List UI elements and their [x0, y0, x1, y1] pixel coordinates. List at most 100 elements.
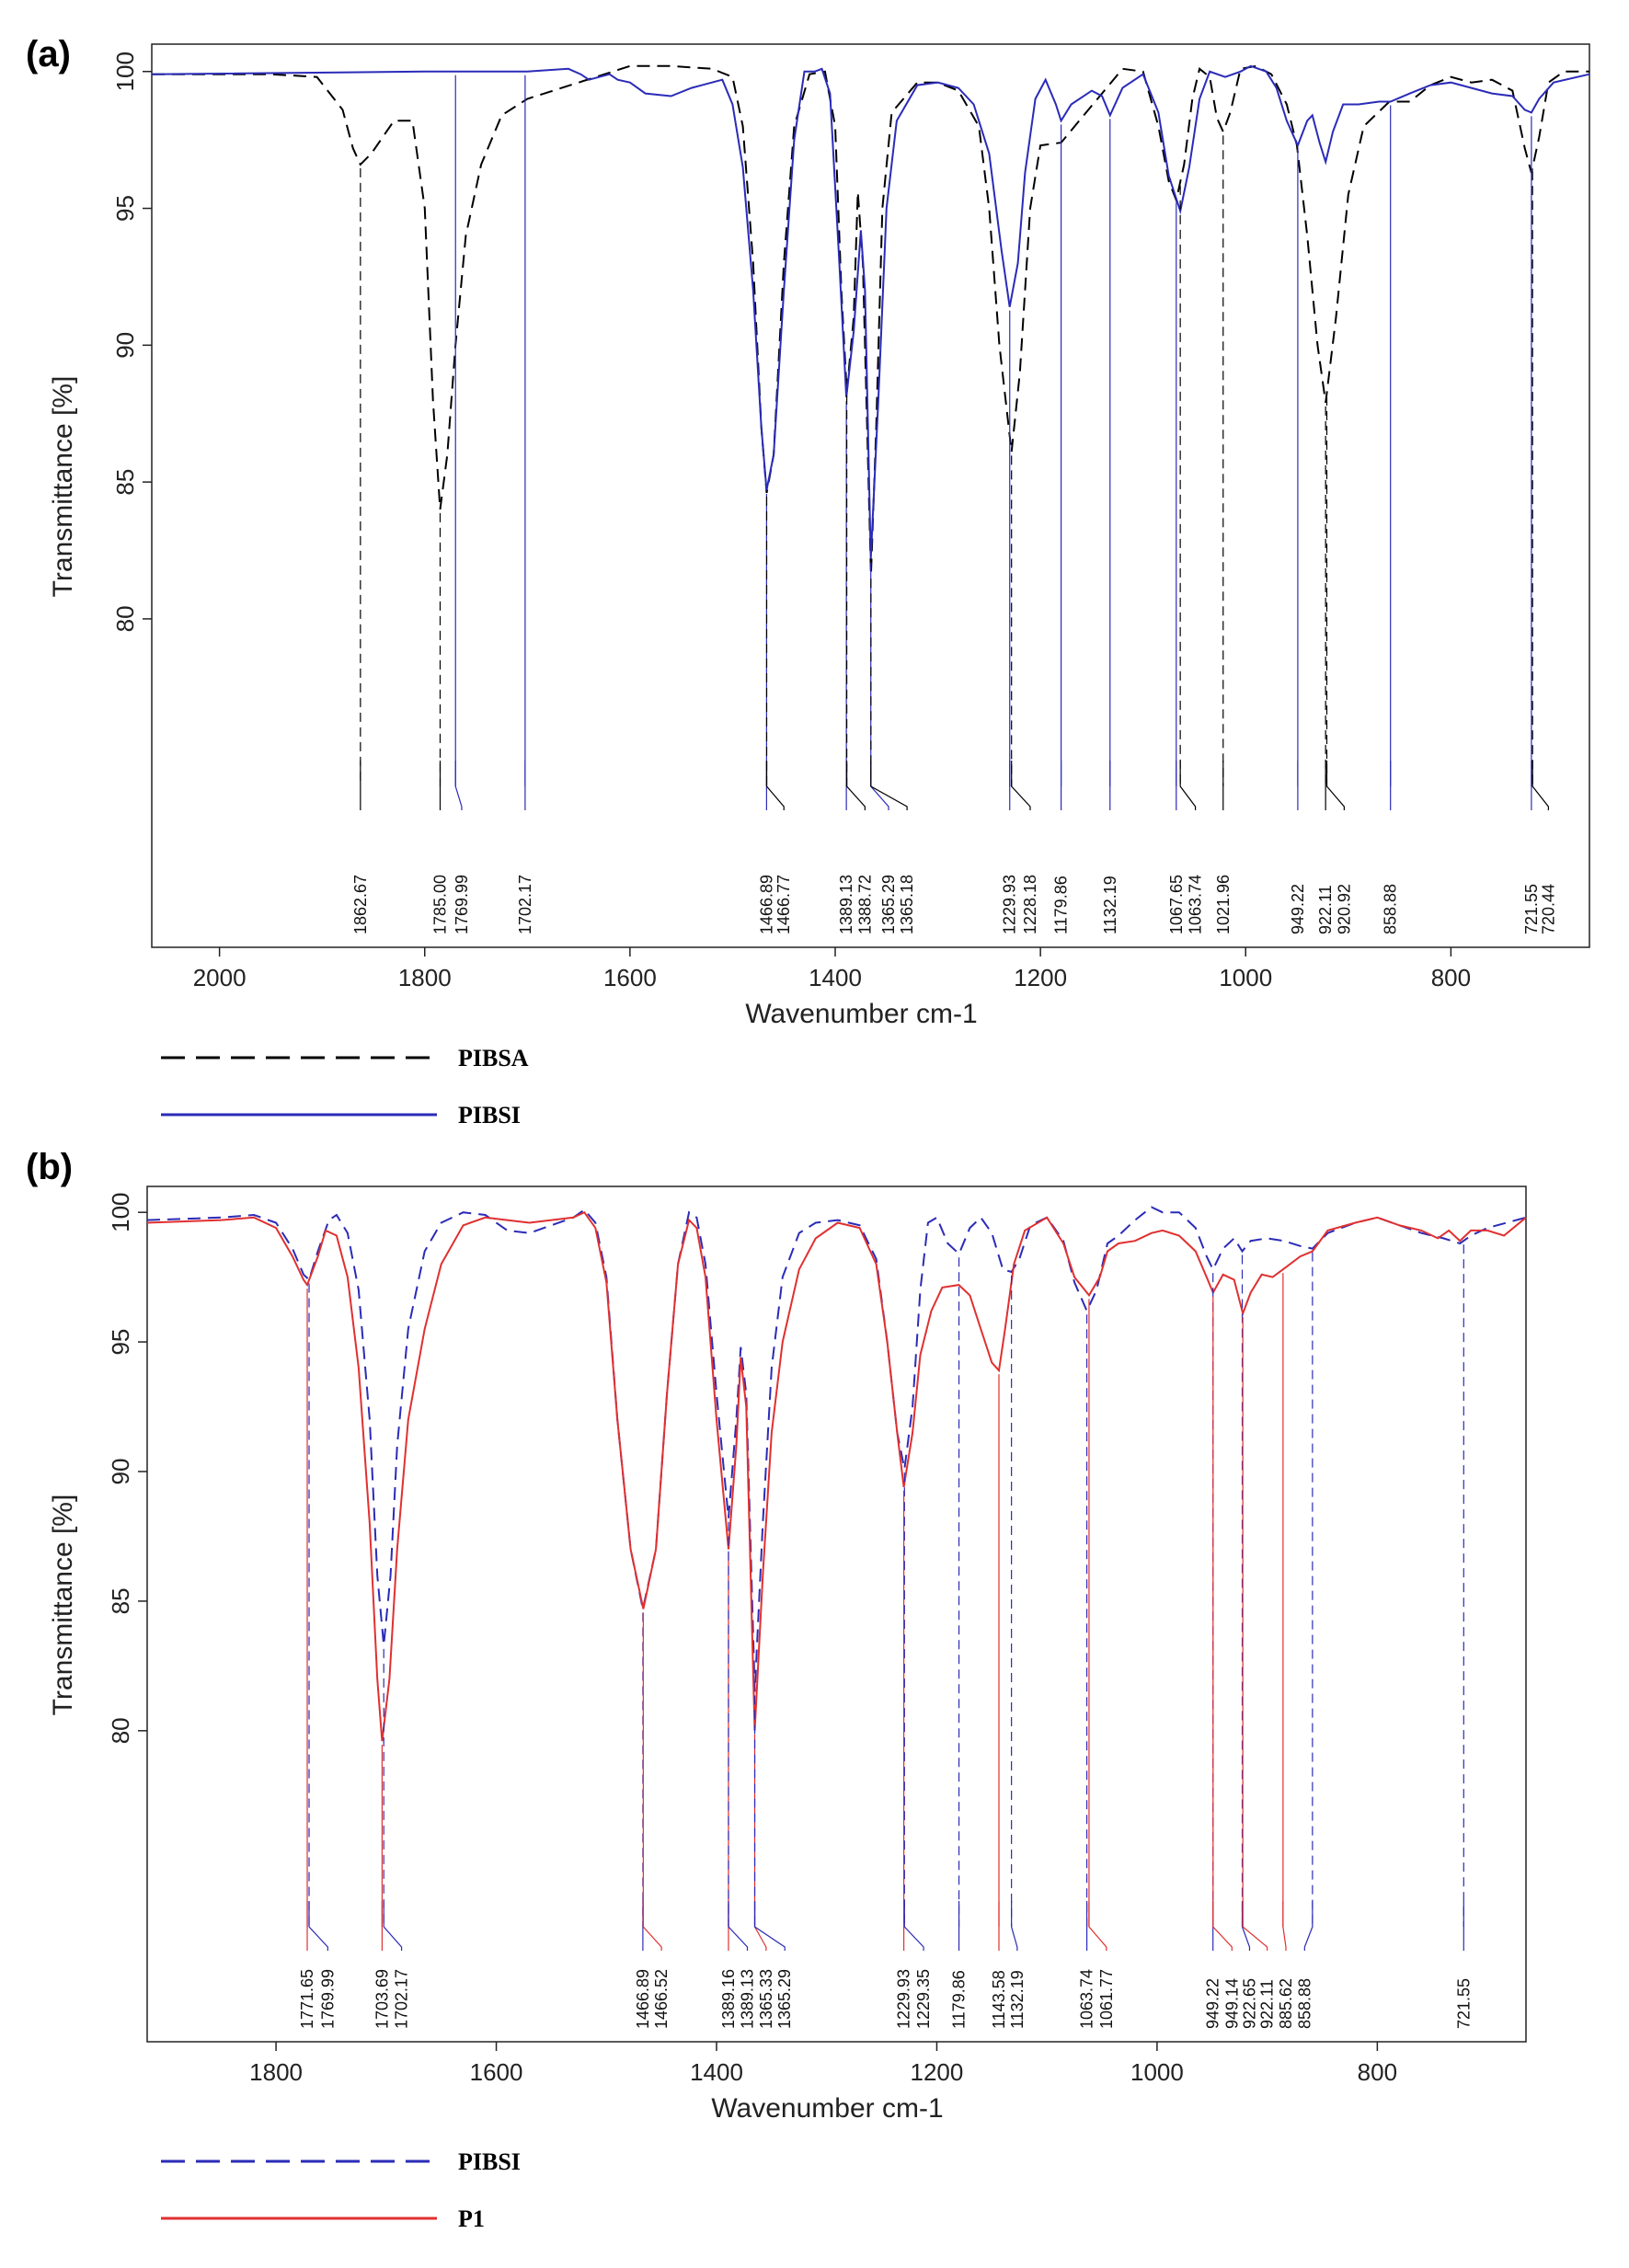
peak-label: 1389.13 — [837, 875, 855, 934]
peak-marker-elbow — [1011, 1901, 1018, 1951]
peak-label: 1021.96 — [1214, 875, 1233, 934]
peak-marker-elbow — [308, 1901, 328, 1951]
peak-label: 1466.52 — [652, 1969, 671, 2029]
peak-label: 1769.99 — [453, 875, 471, 934]
peak-label: 720.44 — [1539, 884, 1557, 934]
peak-label: 1862.67 — [351, 875, 370, 934]
peak-label: 1067.65 — [1167, 875, 1186, 934]
y-tick-label: 90 — [111, 332, 139, 359]
peak-label: 1132.19 — [1008, 1970, 1027, 2029]
peak-marker-elbow — [1325, 761, 1345, 810]
y-tick-label: 95 — [107, 1329, 134, 1356]
peak-label: 922.11 — [1258, 1979, 1277, 2029]
peak-label: 1179.86 — [1052, 876, 1071, 934]
peak-label: 1229.35 — [914, 1969, 933, 2029]
peak-marker-elbow — [753, 1901, 786, 1951]
panel-label-a: (a) — [26, 34, 71, 74]
y-axis-title-a: Transmittance [%] — [48, 376, 78, 598]
y-tick-label: 85 — [111, 469, 139, 496]
y-tick-label: 95 — [111, 195, 139, 222]
legend-b: PIBSI P1 — [161, 2148, 521, 2232]
peak-label: 1365.29 — [879, 875, 898, 934]
x-tick-label: 1600 — [470, 2058, 523, 2086]
chart-panel-a: (a) Transmittance [%] Wavenumber cm-1 PI… — [26, 34, 1590, 1128]
peak-label: 721.55 — [1454, 1978, 1473, 2029]
peak-marker-elbow — [1179, 761, 1197, 810]
peak-marker-elbow — [383, 1901, 403, 1951]
peak-marker-elbow — [870, 761, 908, 810]
peak-marker-elbow — [765, 761, 785, 810]
legend-label-pibsi: PIBSI — [458, 2148, 521, 2175]
y-tick-label: 100 — [111, 52, 139, 91]
peak-label: 1063.74 — [1078, 1969, 1096, 2029]
series-line-pibsi — [151, 64, 1590, 559]
peak-label: 1179.86 — [950, 1970, 969, 2029]
peak-label: 1365.18 — [898, 875, 916, 934]
plot-frame — [151, 43, 1590, 948]
peak-marker-elbow — [454, 761, 463, 810]
peak-label: 1702.17 — [393, 1969, 411, 2029]
peak-marker-elbow — [1088, 1901, 1107, 1951]
x-tick-label: 800 — [1431, 964, 1471, 991]
legend-label-pibsa: PIBSA — [458, 1045, 529, 1071]
peak-label: 1702.17 — [516, 875, 534, 934]
y-tick-label: 90 — [107, 1459, 134, 1485]
legend-label-pibsi: PIBSI — [458, 1102, 521, 1128]
peak-marker-elbow — [1011, 761, 1031, 810]
peak-marker-elbow — [1242, 1901, 1268, 1951]
x-tick-label: 1200 — [911, 2058, 964, 2086]
y-tick-label: 100 — [107, 1192, 134, 1231]
peak-marker-elbow — [1282, 1901, 1287, 1951]
peak-label: 1771.65 — [298, 1969, 316, 2029]
y-tick-label: 85 — [107, 1587, 134, 1614]
y-tick-label: 80 — [111, 605, 139, 632]
peak-label: 1389.13 — [739, 1969, 757, 2029]
panel-label-b: (b) — [26, 1147, 73, 1187]
peak-label: 858.88 — [1382, 884, 1400, 934]
x-tick-label: 1800 — [249, 2058, 303, 2086]
peak-marker-elbow — [1212, 1901, 1233, 1951]
peak-marker-elbow — [1531, 761, 1549, 810]
x-tick-label: 1000 — [1130, 2058, 1184, 2086]
peak-marker-elbow — [728, 1901, 749, 1951]
peak-label: 721.55 — [1522, 884, 1541, 934]
series-line-pibsa — [152, 64, 1589, 576]
peak-label: 1388.72 — [855, 875, 874, 934]
peak-label: 922.65 — [1240, 1978, 1258, 2029]
peak-label: 1769.99 — [318, 1969, 337, 2029]
peak-label: 949.22 — [1289, 884, 1307, 934]
peak-label: 885.62 — [1277, 1978, 1295, 2029]
peak-label: 1466.77 — [774, 875, 793, 934]
x-tick-label: 2000 — [193, 964, 247, 991]
peak-label: 1061.77 — [1097, 1969, 1116, 2029]
peak-label: 1365.33 — [757, 1969, 775, 2029]
peak-label: 922.11 — [1316, 885, 1335, 934]
plot-frame — [146, 1186, 1527, 2043]
y-tick-label: 80 — [107, 1717, 134, 1744]
peak-label: 1703.69 — [373, 1969, 391, 2029]
x-tick-label: 1200 — [1014, 964, 1067, 991]
y-axis-title-b: Transmittance [%] — [48, 1495, 78, 1716]
peak-label: 1466.89 — [634, 1969, 652, 2029]
peak-label: 1389.16 — [719, 1969, 738, 2029]
legend-a: PIBSA PIBSI — [161, 1045, 529, 1128]
peak-label: 920.92 — [1335, 884, 1353, 934]
x-tick-label: 1600 — [603, 964, 657, 991]
peak-label: 949.14 — [1222, 1978, 1241, 2029]
peak-label: 1063.74 — [1187, 875, 1205, 934]
legend-label-p1: P1 — [458, 2205, 485, 2232]
peak-label: 1132.19 — [1101, 876, 1119, 934]
x-tick-label: 1400 — [809, 964, 862, 991]
series-line-pibsi — [146, 1206, 1527, 1692]
x-tick-label: 1800 — [398, 964, 452, 991]
peak-marker-elbow — [903, 1901, 924, 1951]
peak-label: 1365.29 — [775, 1969, 794, 2029]
x-tick-label: 1400 — [690, 2058, 743, 2086]
peak-label: 1228.18 — [1021, 875, 1039, 934]
x-tick-label: 1000 — [1219, 964, 1272, 991]
peak-marker-elbow — [642, 1901, 662, 1951]
x-axis-title-a: Wavenumber cm-1 — [745, 999, 977, 1029]
chart-panel-b: (b) Transmittance [%] Wavenumber cm-1 PI… — [26, 1147, 1527, 2232]
